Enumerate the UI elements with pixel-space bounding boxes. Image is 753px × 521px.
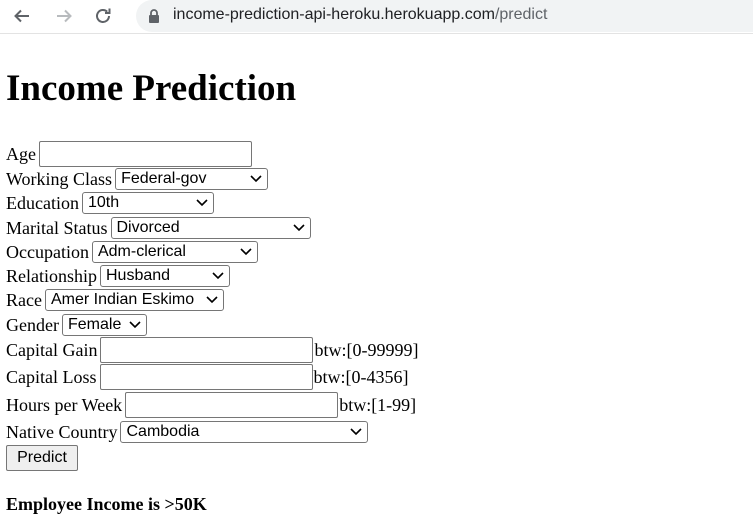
occupation-row: Occupation Adm-clerical — [6, 240, 258, 264]
reload-button[interactable] — [90, 3, 116, 29]
race-value: Amer Indian Eskimo — [50, 291, 195, 308]
gender-value: Female — [67, 316, 122, 333]
address-bar[interactable]: income-prediction-api-heroku.herokuapp.c… — [136, 0, 753, 32]
page-title: Income Prediction — [6, 68, 297, 109]
chevron-down-icon — [212, 272, 224, 280]
native-country-row: Native Country Cambodia — [6, 420, 369, 444]
capital-gain-hint: btw:[0-99999] — [314, 339, 419, 360]
gender-row: Gender Female — [6, 313, 147, 337]
marital-status-select[interactable]: Divorced — [110, 217, 311, 239]
url-path: /predict — [494, 6, 548, 23]
back-button[interactable] — [9, 3, 35, 29]
working-class-value: Federal-gov — [121, 170, 207, 187]
browser-toolbar: income-prediction-api-heroku.herokuapp.c… — [0, 0, 753, 34]
native-country-label: Native Country — [6, 422, 118, 442]
race-label: Race — [6, 290, 42, 310]
marital-status-row: Marital Status Divorced — [6, 216, 311, 240]
chevron-down-icon — [129, 321, 141, 329]
gender-label: Gender — [6, 315, 59, 335]
race-select[interactable]: Amer Indian Eskimo — [44, 289, 224, 311]
hours-per-week-input[interactable] — [125, 392, 339, 418]
capital-loss-label: Capital Loss — [6, 367, 97, 387]
age-row: Age — [6, 141, 252, 167]
relationship-label: Relationship — [6, 266, 97, 286]
education-label: Education — [6, 193, 79, 213]
prediction-result: Employee Income is >50K — [6, 494, 207, 514]
working-class-row: Working Class Federal-gov — [6, 167, 269, 191]
forward-button[interactable] — [51, 3, 77, 29]
url-text: income-prediction-api-heroku.herokuapp.c… — [173, 6, 547, 24]
capital-gain-input[interactable] — [100, 337, 314, 363]
relationship-select[interactable]: Husband — [100, 265, 230, 287]
capital-gain-row: Capital Gain btw:[0-99999] — [6, 337, 419, 363]
hours-per-week-hint: btw:[1-99] — [339, 394, 417, 415]
hours-per-week-row: Hours per Week btw:[1-99] — [6, 392, 417, 418]
education-select[interactable]: 10th — [81, 192, 214, 214]
relationship-value: Husband — [106, 267, 171, 284]
chevron-down-icon — [350, 428, 363, 436]
arrow-left-icon — [14, 9, 29, 23]
occupation-value: Adm-clerical — [97, 243, 186, 260]
native-country-select[interactable]: Cambodia — [120, 421, 369, 443]
chevron-down-icon — [250, 175, 262, 183]
marital-status-label: Marital Status — [6, 218, 108, 238]
occupation-select[interactable]: Adm-clerical — [91, 241, 258, 263]
chevron-down-icon — [240, 248, 252, 256]
occupation-label: Occupation — [6, 242, 89, 262]
predict-button[interactable]: Predict — [6, 445, 78, 471]
reload-icon — [96, 8, 111, 23]
working-class-select[interactable]: Federal-gov — [115, 168, 269, 190]
chevron-down-icon — [206, 296, 218, 304]
chevron-down-icon — [292, 224, 305, 232]
age-input[interactable] — [39, 141, 252, 167]
capital-gain-label: Capital Gain — [6, 340, 98, 360]
relationship-row: Relationship Husband — [6, 264, 230, 288]
chevron-down-icon — [196, 199, 208, 207]
arrow-right-icon — [57, 9, 72, 23]
gender-select[interactable]: Female — [61, 314, 147, 336]
native-country-value: Cambodia — [126, 423, 200, 440]
marital-status-value: Divorced — [116, 219, 180, 236]
url-host: income-prediction-api-heroku.herokuapp.c… — [173, 6, 495, 23]
education-row: Education 10th — [6, 191, 214, 215]
capital-loss-hint: btw:[0-4356] — [313, 366, 409, 387]
lock-icon — [149, 9, 159, 23]
education-value: 10th — [87, 194, 120, 211]
capital-loss-input[interactable] — [99, 364, 313, 390]
working-class-label: Working Class — [6, 169, 113, 189]
race-row: Race Amer Indian Eskimo — [6, 288, 224, 312]
hours-per-week-label: Hours per Week — [6, 395, 123, 415]
age-label: Age — [6, 144, 36, 164]
capital-loss-row: Capital Loss btw:[0-4356] — [6, 364, 409, 390]
